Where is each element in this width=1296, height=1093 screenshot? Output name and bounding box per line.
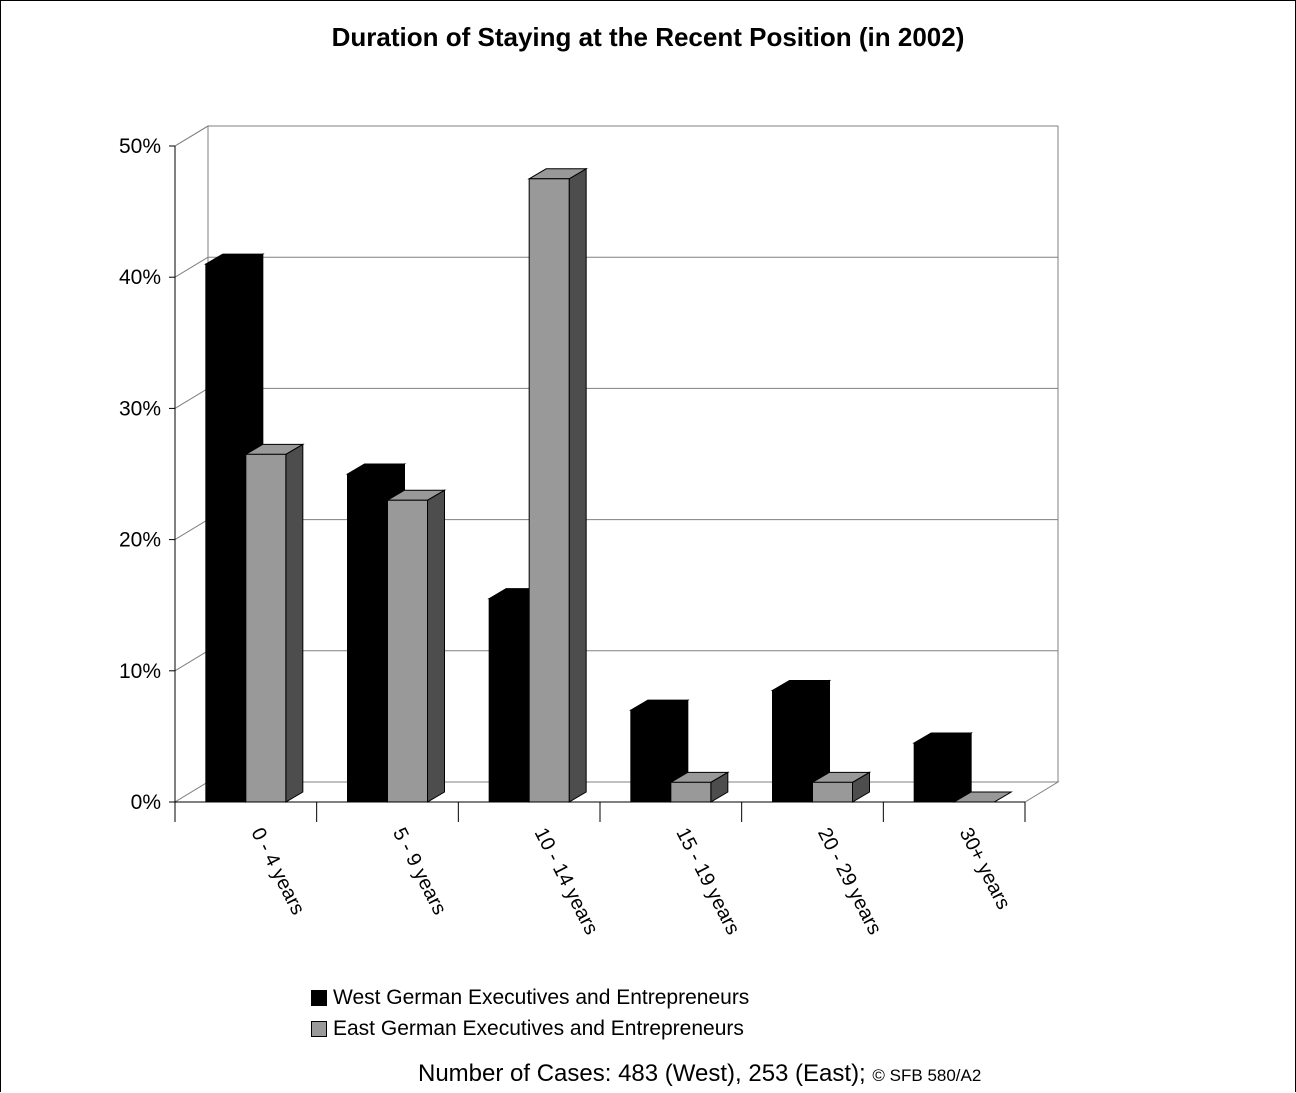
x-category-label: 30+ years <box>955 824 1015 913</box>
x-category-label: 10 - 14 years <box>530 824 603 938</box>
x-category-label: 0 - 4 years <box>246 824 308 918</box>
chart-title: Duration of Staying at the Recent Positi… <box>331 22 965 52</box>
legend-label-west: West German Executives and Entrepreneurs <box>333 985 750 1009</box>
bar-west-0 <box>203 253 265 803</box>
y-tick-label: 20% <box>119 529 161 552</box>
bar-east-2 <box>527 167 589 803</box>
legend-label-east: East German Executives and Entrepreneurs <box>333 1016 744 1040</box>
x-category-label: 20 - 29 years <box>813 824 886 938</box>
y-tick-label: 30% <box>119 397 161 420</box>
y-tick-label: 40% <box>119 266 161 289</box>
gridline-side <box>174 256 209 278</box>
footnote-credit: © SFB 580/A2 <box>872 1066 982 1085</box>
legend-item-west: West German Executives and Entrepreneurs <box>311 982 749 1013</box>
bar-east-3 <box>668 771 730 803</box>
bar-west-4 <box>770 679 832 803</box>
y-tick-label: 50% <box>119 135 161 158</box>
gridline-side <box>174 650 209 672</box>
bar-east-0 <box>243 443 305 803</box>
gridline-side <box>174 125 209 147</box>
y-tick-label: 10% <box>119 660 161 683</box>
x-category-label: 5 - 9 years <box>388 824 450 918</box>
footnote-cases: Number of Cases: 483 (West), 253 (East); <box>418 1060 866 1087</box>
legend-swatch-east <box>311 1020 327 1037</box>
bar-east-1 <box>385 489 447 803</box>
bar-west-5 <box>912 732 974 803</box>
x-category-label: 15 - 19 years <box>671 824 744 938</box>
footnote: Number of Cases: 483 (West), 253 (East);… <box>0 1060 1296 1088</box>
bar-east-4 <box>810 771 872 803</box>
legend-swatch-west <box>311 989 327 1006</box>
y-tick-label: 0% <box>131 791 161 814</box>
gridline-side <box>174 387 209 409</box>
bar-east-5 <box>952 791 1014 803</box>
plot-back-wall <box>207 125 1059 783</box>
legend: West German Executives and Entrepreneurs… <box>311 982 749 1044</box>
plot-side-wall <box>174 125 209 803</box>
legend-item-east: East German Executives and Entrepreneurs <box>311 1013 749 1044</box>
gridline-side <box>174 519 209 541</box>
